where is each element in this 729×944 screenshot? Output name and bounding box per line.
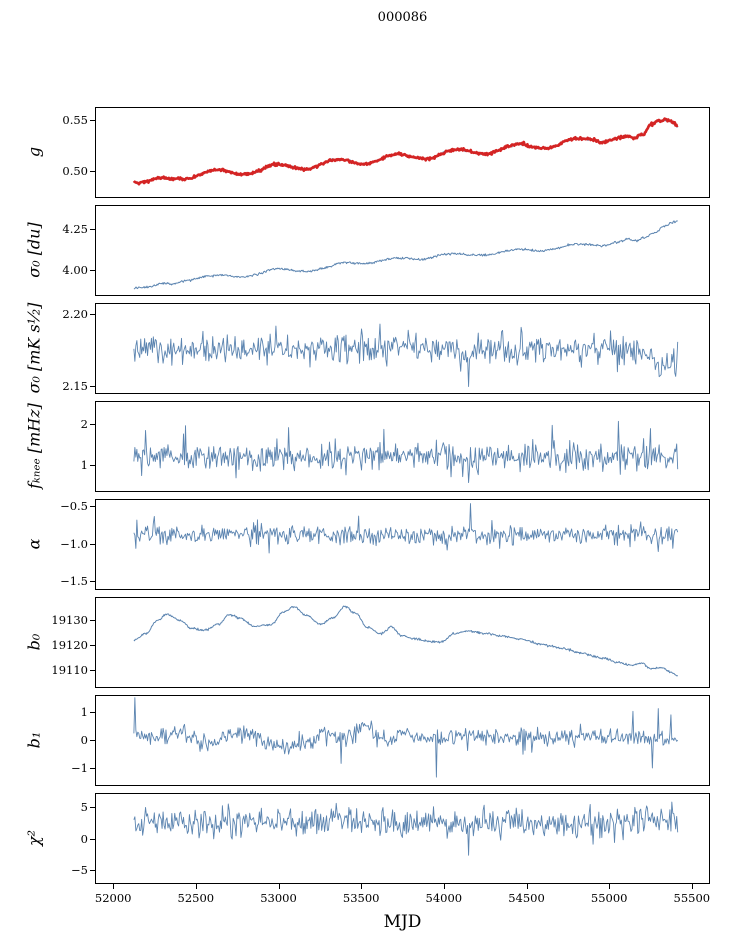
y-tick-mark xyxy=(90,645,95,646)
panel-fknee: fₖₙₑₑ [mHz] 1 2 xyxy=(0,401,729,492)
x-tick-mark xyxy=(609,884,611,889)
y-tick-label: −1.5 xyxy=(60,574,88,588)
panel-g: g 0.50 0.55 xyxy=(0,107,729,198)
y-tick-label: 2.15 xyxy=(62,378,88,393)
y-tick-label: −1 xyxy=(71,761,88,776)
y-tick-label: 0.50 xyxy=(62,164,88,179)
y-tick-mark xyxy=(90,620,95,621)
panel-sigma0-mks: σ₀ [mK s¹⁄₂] 2.15 2.20 xyxy=(0,303,729,394)
y-tick-label: 2.20 xyxy=(62,306,88,321)
y-tick-mark xyxy=(90,581,95,582)
y-axis-label-alpha: α xyxy=(24,538,44,550)
x-tick-label: 55500 xyxy=(673,891,711,905)
y-tick-mark xyxy=(90,806,95,808)
y-tick-mark xyxy=(90,506,95,507)
y-tick-label: 1 xyxy=(80,705,88,720)
y-tick-mark xyxy=(90,838,95,840)
y-tick-label: 0 xyxy=(80,733,88,748)
y-tick-label: 4.00 xyxy=(62,263,88,277)
x-axis-title: MJD xyxy=(383,912,422,932)
plot-area-alpha xyxy=(95,499,710,590)
y-tick-label: 5 xyxy=(80,799,88,814)
x-tick-label: 53500 xyxy=(342,891,380,905)
plot-series-chi2 xyxy=(133,801,679,856)
plot-area-g xyxy=(95,107,710,198)
plot-series-fknee xyxy=(133,420,679,484)
y-tick-mark xyxy=(90,543,95,545)
y-axis-label-sigma0-du: σ₀ [du] xyxy=(24,222,44,278)
y-tick-label: −0.5 xyxy=(60,499,88,513)
x-tick-mark xyxy=(195,884,197,889)
plot-area-b1 xyxy=(95,695,710,786)
y-tick-label: 0.55 xyxy=(62,113,88,128)
y-tick-mark xyxy=(90,229,95,231)
y-tick-label: 2 xyxy=(80,417,88,431)
plot-series-alpha xyxy=(133,503,679,554)
plot-series-sigma0_du xyxy=(133,220,678,290)
y-axis-label-b0: b₀ xyxy=(24,633,44,651)
x-tick-mark xyxy=(361,884,363,889)
panel-sigma0-du: σ₀ [du] 4.00 4.25 xyxy=(0,205,729,296)
panel-alpha: α −1.5 −1.0 −0.5 xyxy=(0,499,729,590)
plot-series-b1 xyxy=(133,697,679,778)
y-tick-mark xyxy=(90,424,95,425)
y-tick-label: 19120 xyxy=(51,638,88,652)
y-tick-label: 4.25 xyxy=(62,222,88,237)
plot-area-chi2 xyxy=(95,793,710,884)
y-tick-label: −5 xyxy=(71,863,88,878)
y-tick-label: 0 xyxy=(80,831,88,846)
y-tick-mark xyxy=(90,313,95,315)
panel-b0: b₀ 19110 19120 19130 xyxy=(0,597,729,688)
x-tick-mark xyxy=(278,884,280,889)
panel-chi2: χ² −5 0 5 xyxy=(0,793,729,884)
x-tick-mark xyxy=(443,884,445,889)
y-tick-mark xyxy=(90,385,95,387)
x-tick-label: 54500 xyxy=(508,891,545,905)
x-tick-mark xyxy=(691,884,693,889)
x-tick-mark xyxy=(526,884,528,889)
y-tick-mark xyxy=(90,464,95,466)
y-axis-label-chi2: χ² xyxy=(24,829,44,847)
y-tick-mark xyxy=(90,712,95,714)
x-tick-label: 52000 xyxy=(94,891,132,905)
plot-area-b0 xyxy=(95,597,710,688)
y-tick-mark xyxy=(90,171,95,173)
x-tick-mark xyxy=(113,884,115,889)
y-axis-label-fknee: fₖₙₑₑ [mHz] xyxy=(24,403,44,489)
panel-b1: b₁ −1 0 1 xyxy=(0,695,729,786)
plot-series-b0 xyxy=(133,605,678,677)
x-tick-label: 52500 xyxy=(177,891,215,905)
y-tick-mark xyxy=(90,270,95,271)
y-axis-label-sigma0-mks: σ₀ [mK s¹⁄₂] xyxy=(24,302,44,394)
y-tick-mark xyxy=(90,870,95,872)
y-tick-mark xyxy=(90,740,95,742)
plot-series-sigma0_mks xyxy=(133,323,679,387)
plot-area-sigma0-du xyxy=(95,205,710,296)
plot-series-g xyxy=(132,117,679,186)
y-axis-label-g: g xyxy=(24,146,44,158)
y-tick-label: −1.0 xyxy=(60,536,88,551)
y-tick-label: 1 xyxy=(80,457,88,472)
x-tick-label: 55000 xyxy=(590,891,628,905)
x-tick-label: 54000 xyxy=(425,891,463,905)
plot-area-fknee xyxy=(95,401,710,492)
y-tick-mark xyxy=(90,670,95,671)
figure-title: 000086 xyxy=(377,10,428,25)
y-tick-mark xyxy=(90,120,95,122)
y-axis-label-b1: b₁ xyxy=(24,731,44,749)
x-tick-label: 53000 xyxy=(260,891,297,905)
plot-area-sigma0-mks xyxy=(95,303,710,394)
y-tick-label: 19130 xyxy=(51,613,88,627)
y-tick-mark xyxy=(90,768,95,770)
y-tick-label: 19110 xyxy=(51,663,88,677)
